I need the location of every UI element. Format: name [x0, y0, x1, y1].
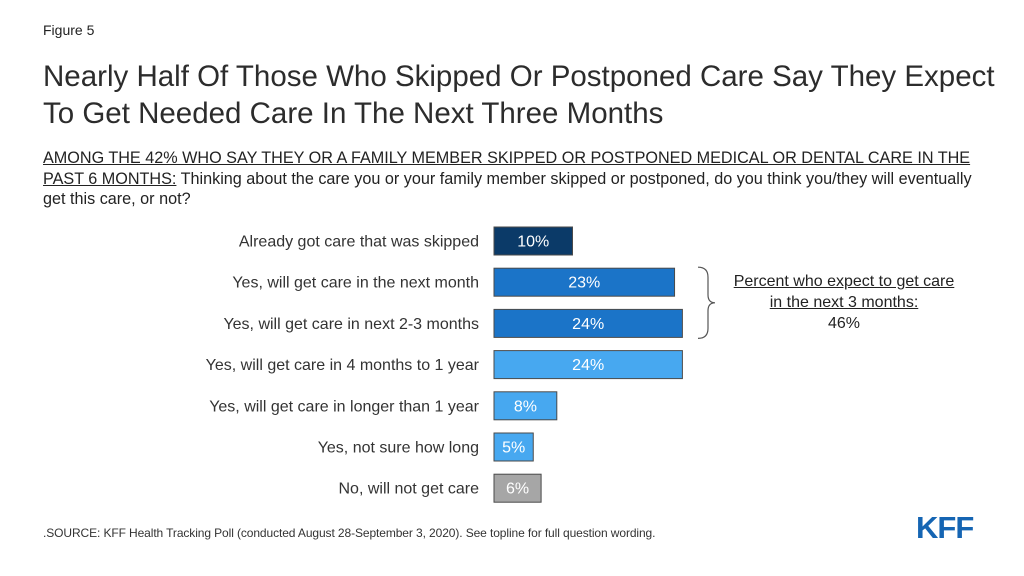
question-base: AMONG THE 42% WHO SAY THEY OR A FAMILY M…: [43, 149, 971, 188]
value-label-4: 24%: [572, 357, 604, 374]
question-text: AMONG THE 42% WHO SAY THEY OR A FAMILY M…: [43, 148, 993, 210]
value-label-3: 24%: [572, 316, 604, 333]
bar-1: [493, 226, 573, 256]
category-label-2: Yes, will get care in the next month: [232, 275, 479, 292]
annotation-label: Percent who expect to get care in the ne…: [733, 273, 955, 311]
bar-4: [493, 350, 683, 380]
category-label-7: No, will not get care: [338, 481, 479, 498]
category-label-5: Yes, will get care in longer than 1 year: [209, 398, 479, 415]
bar-6: [493, 432, 534, 462]
value-label-5: 8%: [514, 398, 537, 415]
value-label-1: 10%: [517, 234, 549, 251]
bar-2: [493, 267, 676, 297]
bar-3: [493, 308, 683, 338]
group-bracket: [697, 266, 716, 339]
category-label-4: Yes, will get care in 4 months to 1 year: [206, 357, 480, 374]
question-body: Thinking about the care you or your fami…: [43, 169, 972, 209]
value-label-2: 23%: [568, 275, 600, 292]
source-note: .SOURCE: KFF Health Tracking Poll (condu…: [43, 526, 656, 540]
bar-5: [493, 391, 558, 421]
category-label-1: Already got care that was skipped: [239, 234, 479, 251]
value-label-7: 6%: [506, 481, 529, 498]
annotation-value: 46%: [827, 315, 861, 332]
bar-7: [493, 473, 542, 503]
chart-title: Nearly Half Of Those Who Skipped Or Post…: [43, 60, 995, 130]
kff-logo: KFF: [916, 510, 974, 545]
figure-label: Figure 5: [43, 22, 95, 38]
value-label-6: 5%: [502, 440, 525, 457]
annotation: Percent who expect to get care in the ne…: [727, 271, 961, 334]
category-label-6: Yes, not sure how long: [318, 440, 479, 457]
category-label-3: Yes, will get care in next 2-3 months: [223, 316, 479, 333]
